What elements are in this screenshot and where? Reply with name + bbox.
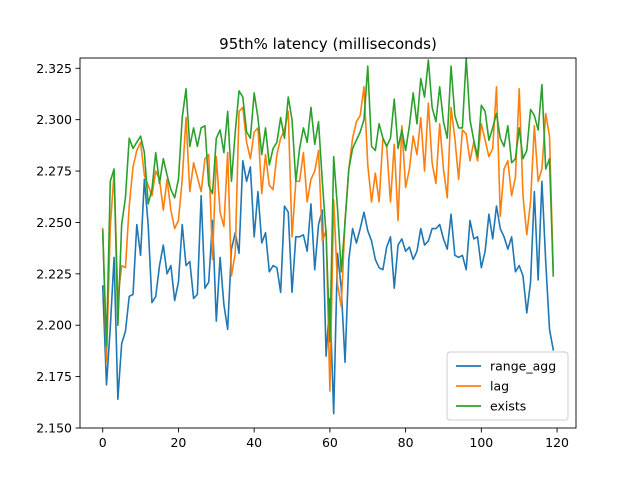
series-layer	[101, 57, 555, 415]
legend-label-range-agg: range_agg	[490, 359, 556, 374]
legend-label-lag: lag	[490, 379, 509, 394]
y-tick-label: 2.250	[36, 215, 72, 230]
plot-frame	[79, 57, 577, 429]
x-tick-label: 100	[469, 435, 493, 450]
legend-label-exists: exists	[490, 399, 526, 414]
y-tick-label: 2.325	[36, 61, 72, 76]
x-tick-label: 80	[398, 435, 414, 450]
x-tick-label: 40	[246, 435, 262, 450]
y-tick-label: 2.225	[36, 266, 72, 281]
x-tick-label: 20	[170, 435, 186, 450]
y-tick-label: 2.275	[36, 164, 72, 179]
y-tick-label: 2.175	[36, 369, 72, 384]
x-tick-label: 60	[322, 435, 338, 450]
y-tick-label: 2.300	[36, 112, 72, 127]
axes-layer: 0 20 40 60 80 100 120 2.150 2.175 2.200 2.225 2.250…	[36, 57, 577, 450]
x-tick-label: 120	[545, 435, 569, 450]
y-tick-label: 2.150	[36, 421, 72, 436]
chart-title: 95th% latency (milliseconds)	[219, 35, 437, 53]
y-tick-label: 2.200	[36, 318, 72, 333]
legend-box	[446, 351, 569, 421]
series-line-exists	[101, 57, 555, 347]
x-tick-label: 0	[99, 435, 107, 450]
